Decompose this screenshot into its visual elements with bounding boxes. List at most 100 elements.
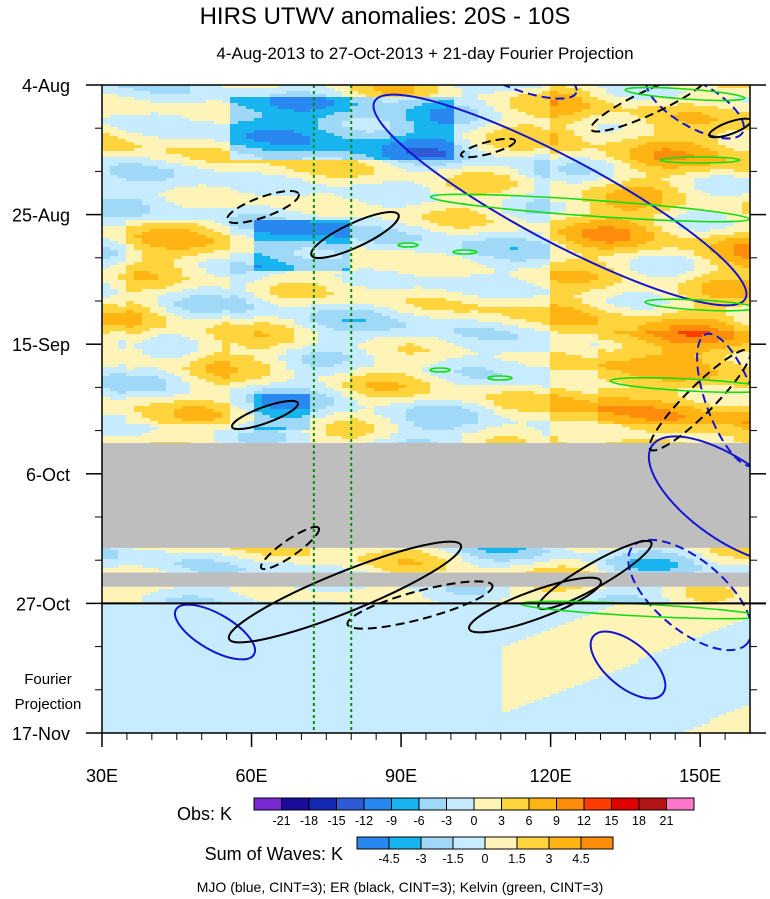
heat-cell xyxy=(366,127,375,131)
heat-cell xyxy=(318,157,327,161)
heat-cell xyxy=(542,244,551,248)
heat-cell xyxy=(102,190,111,194)
heat-cell xyxy=(462,136,471,140)
heat-cell xyxy=(678,121,687,125)
heat-cell xyxy=(646,208,655,212)
heat-cell xyxy=(694,205,703,209)
heat-cell xyxy=(478,223,487,227)
heat-cell xyxy=(438,211,447,215)
heat-cell xyxy=(734,103,743,107)
heat-cell xyxy=(566,178,575,182)
heat-cell xyxy=(518,106,527,110)
heat-cell xyxy=(590,94,599,98)
heat-cell xyxy=(526,166,535,170)
heat-cell xyxy=(326,241,335,245)
heat-cell xyxy=(294,139,303,143)
heat-cell xyxy=(454,199,463,203)
heat-cell xyxy=(598,214,607,218)
heat-cell xyxy=(334,151,343,155)
heat-cell xyxy=(318,169,327,173)
heat-cell xyxy=(598,244,607,248)
heat-cell xyxy=(214,190,223,194)
heat-cell xyxy=(694,172,703,176)
heat-cell xyxy=(110,142,119,146)
heat-cell xyxy=(550,100,559,104)
heat-cell xyxy=(422,178,431,182)
heat-cell xyxy=(654,187,663,191)
heat-cell xyxy=(734,127,743,131)
heat-cell xyxy=(294,142,303,146)
heat-cell xyxy=(246,103,255,107)
heat-cell xyxy=(438,88,447,92)
heat-cell xyxy=(142,145,151,149)
heat-cell xyxy=(406,220,415,224)
heat-cell xyxy=(350,223,359,227)
heat-cell xyxy=(614,175,623,179)
heat-cell xyxy=(710,211,719,215)
heat-cell xyxy=(206,112,215,116)
heat-cell xyxy=(366,202,375,206)
heat-cell xyxy=(254,235,263,239)
heat-cell xyxy=(150,127,159,131)
heat-cell xyxy=(718,244,727,248)
heat-cell xyxy=(230,154,239,158)
heat-cell xyxy=(590,160,599,164)
heat-cell xyxy=(702,193,711,197)
heat-cell xyxy=(582,187,591,191)
heat-cell xyxy=(662,100,671,104)
heat-cell xyxy=(542,208,551,212)
heat-cell xyxy=(614,199,623,203)
heat-cell xyxy=(726,196,735,200)
heat-cell xyxy=(110,88,119,92)
heat-cell xyxy=(374,199,383,203)
chart-subtitle: 4-Aug-2013 to 27-Oct-2013 + 21-day Fouri… xyxy=(216,44,633,63)
heat-cell xyxy=(646,265,655,269)
heat-cell xyxy=(134,193,143,197)
heat-cell xyxy=(262,127,271,131)
heat-cell xyxy=(238,223,247,227)
heat-cell xyxy=(150,265,159,269)
heat-cell xyxy=(374,265,383,269)
heat-cell xyxy=(366,136,375,140)
heat-cell xyxy=(126,124,135,128)
heat-cell xyxy=(446,139,455,143)
heat-cell xyxy=(726,148,735,152)
heat-cell xyxy=(686,265,695,269)
heat-cell xyxy=(262,100,271,104)
heat-cell xyxy=(302,97,311,101)
heat-cell xyxy=(526,190,535,194)
heat-cell xyxy=(678,262,687,266)
heat-cell xyxy=(686,205,695,209)
heat-cell xyxy=(254,196,263,200)
heat-cell xyxy=(622,244,631,248)
heat-cell xyxy=(310,250,319,254)
heat-cell xyxy=(302,196,311,200)
heat-cell xyxy=(142,109,151,113)
heat-cell xyxy=(238,121,247,125)
heat-cell xyxy=(742,148,750,152)
heat-cell xyxy=(382,172,391,176)
heat-cell xyxy=(198,235,207,239)
heat-cell xyxy=(446,208,455,212)
heat-cell xyxy=(406,223,415,227)
heat-cell xyxy=(350,190,359,194)
heat-cell xyxy=(190,229,199,233)
heat-cell xyxy=(478,244,487,248)
heat-cell xyxy=(486,229,495,233)
heat-cell xyxy=(174,154,183,158)
heat-cell xyxy=(622,85,631,89)
heat-cell xyxy=(550,121,559,125)
heat-cell xyxy=(446,94,455,98)
heat-cell xyxy=(358,109,367,113)
heat-cell xyxy=(110,265,119,269)
heat-cell xyxy=(262,217,271,221)
heat-cell xyxy=(598,151,607,155)
heat-cell xyxy=(302,190,311,194)
heat-cell xyxy=(118,139,127,143)
heat-cell xyxy=(390,124,399,128)
heat-cell xyxy=(374,256,383,260)
heat-cell xyxy=(542,217,551,221)
heat-cell xyxy=(414,193,423,197)
heat-cell xyxy=(686,199,695,203)
heat-cell xyxy=(702,94,711,98)
